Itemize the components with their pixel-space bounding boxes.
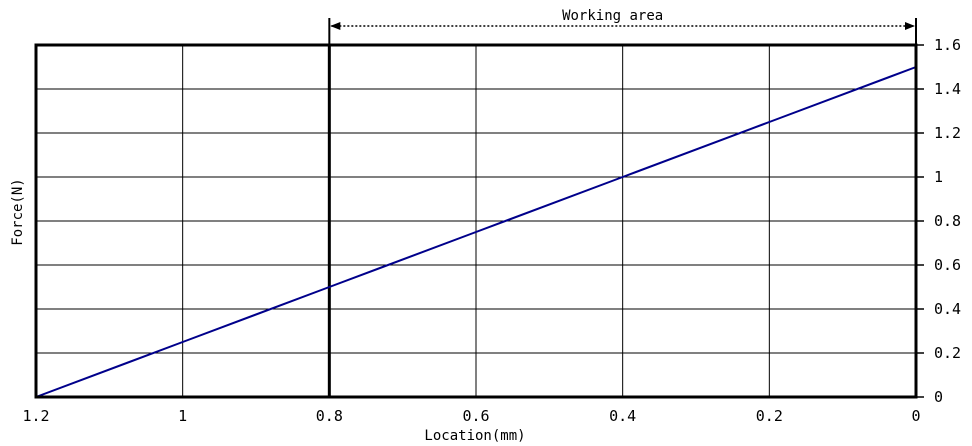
x-tick-label: 0 <box>911 407 920 425</box>
x-tick-label: 0.6 <box>462 407 489 425</box>
y-tick-label: 1.4 <box>934 80 961 98</box>
y-tick-label: 0.4 <box>934 300 961 318</box>
grid-lines <box>36 45 916 397</box>
x-tick-label: 0.2 <box>756 407 783 425</box>
y-tick-labels: 0 0.2 0.4 0.6 0.8 1 1.2 1.4 1.6 <box>934 36 961 406</box>
series-layer <box>35 66 917 398</box>
y-tick-label: 0.2 <box>934 344 961 362</box>
x-tick-label: 1 <box>178 407 187 425</box>
y-tick-label: 1 <box>934 168 943 186</box>
y-tick-label: 0.8 <box>934 212 961 230</box>
y-axis-title: Force(N) <box>10 178 26 245</box>
x-tick-label: 0.8 <box>316 407 343 425</box>
x-axis-title: Location(mm) <box>424 428 525 444</box>
series-line <box>35 66 917 398</box>
working-area-label: Working area <box>562 8 663 24</box>
plot-frame <box>34 43 924 399</box>
y-tick-label: 0.6 <box>934 256 961 274</box>
y-tick-label: 0 <box>934 388 943 406</box>
x-tick-label: 0.4 <box>609 407 636 425</box>
x-tick-label: 1.2 <box>22 407 49 425</box>
y-tick-label: 1.2 <box>934 124 961 142</box>
x-tick-labels: 1.2 1 0.8 0.6 0.4 0.2 0 <box>22 407 920 425</box>
y-tick-label: 1.6 <box>934 36 961 54</box>
working-area-annotation: Working area <box>328 8 917 45</box>
